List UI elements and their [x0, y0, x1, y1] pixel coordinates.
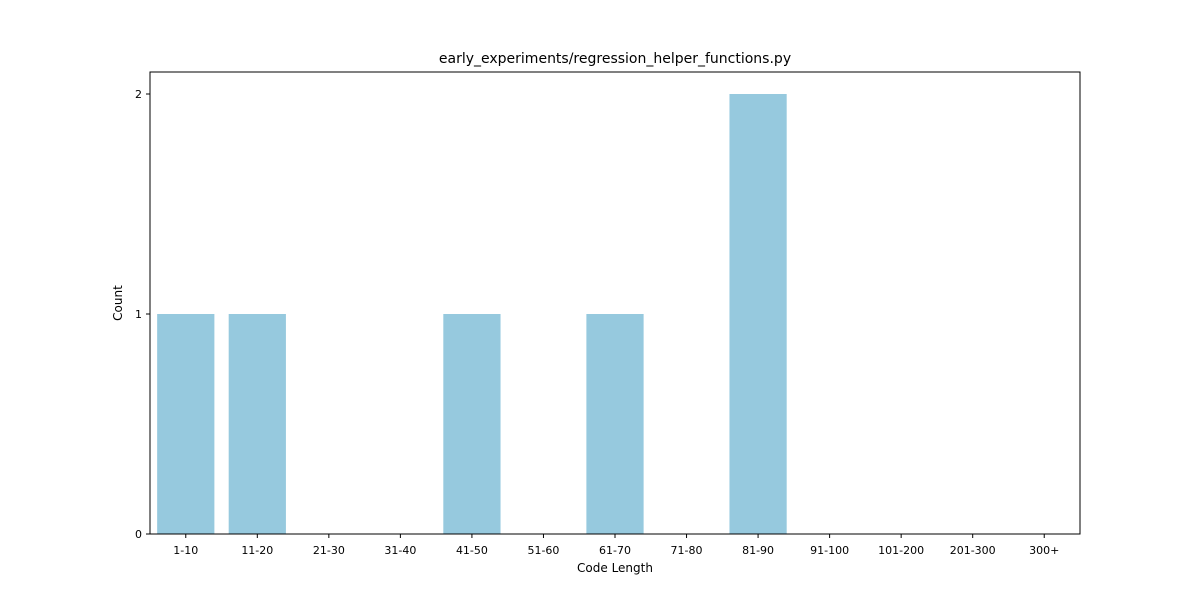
bar-81-90	[729, 94, 787, 534]
x-tick-label: 51-60	[527, 544, 559, 557]
x-axis-label: Code Length	[577, 561, 653, 575]
x-tick-label: 91-100	[810, 544, 849, 557]
x-tick-label: 1-10	[173, 544, 198, 557]
x-axis-ticks: 1-10 11-20 21-30 31-40 41-50 51-60 61-70 71-80 8…	[173, 534, 1059, 557]
x-tick-label: 21-30	[313, 544, 345, 557]
y-tick-label: 0	[135, 528, 142, 541]
x-tick-label: 61-70	[599, 544, 631, 557]
y-axis-ticks: 0 1 2	[135, 88, 150, 541]
bar-11-20	[228, 314, 286, 534]
x-tick-label: 31-40	[384, 544, 416, 557]
x-tick-label: 201-300	[950, 544, 996, 557]
bar-41-50	[443, 314, 501, 534]
x-tick-label: 71-80	[671, 544, 703, 557]
bar-1-10	[157, 314, 215, 534]
x-tick-label: 300+	[1029, 544, 1059, 557]
bars-group	[157, 94, 787, 534]
x-tick-label: 41-50	[456, 544, 488, 557]
y-tick-label: 2	[135, 88, 142, 101]
x-tick-label: 11-20	[241, 544, 273, 557]
y-tick-label: 1	[135, 308, 142, 321]
x-tick-label: 81-90	[742, 544, 774, 557]
bar-61-70	[586, 314, 644, 534]
x-tick-label: 101-200	[878, 544, 924, 557]
chart-title: early_experiments/regression_helper_func…	[439, 51, 791, 67]
y-axis-label: Count	[111, 285, 125, 321]
